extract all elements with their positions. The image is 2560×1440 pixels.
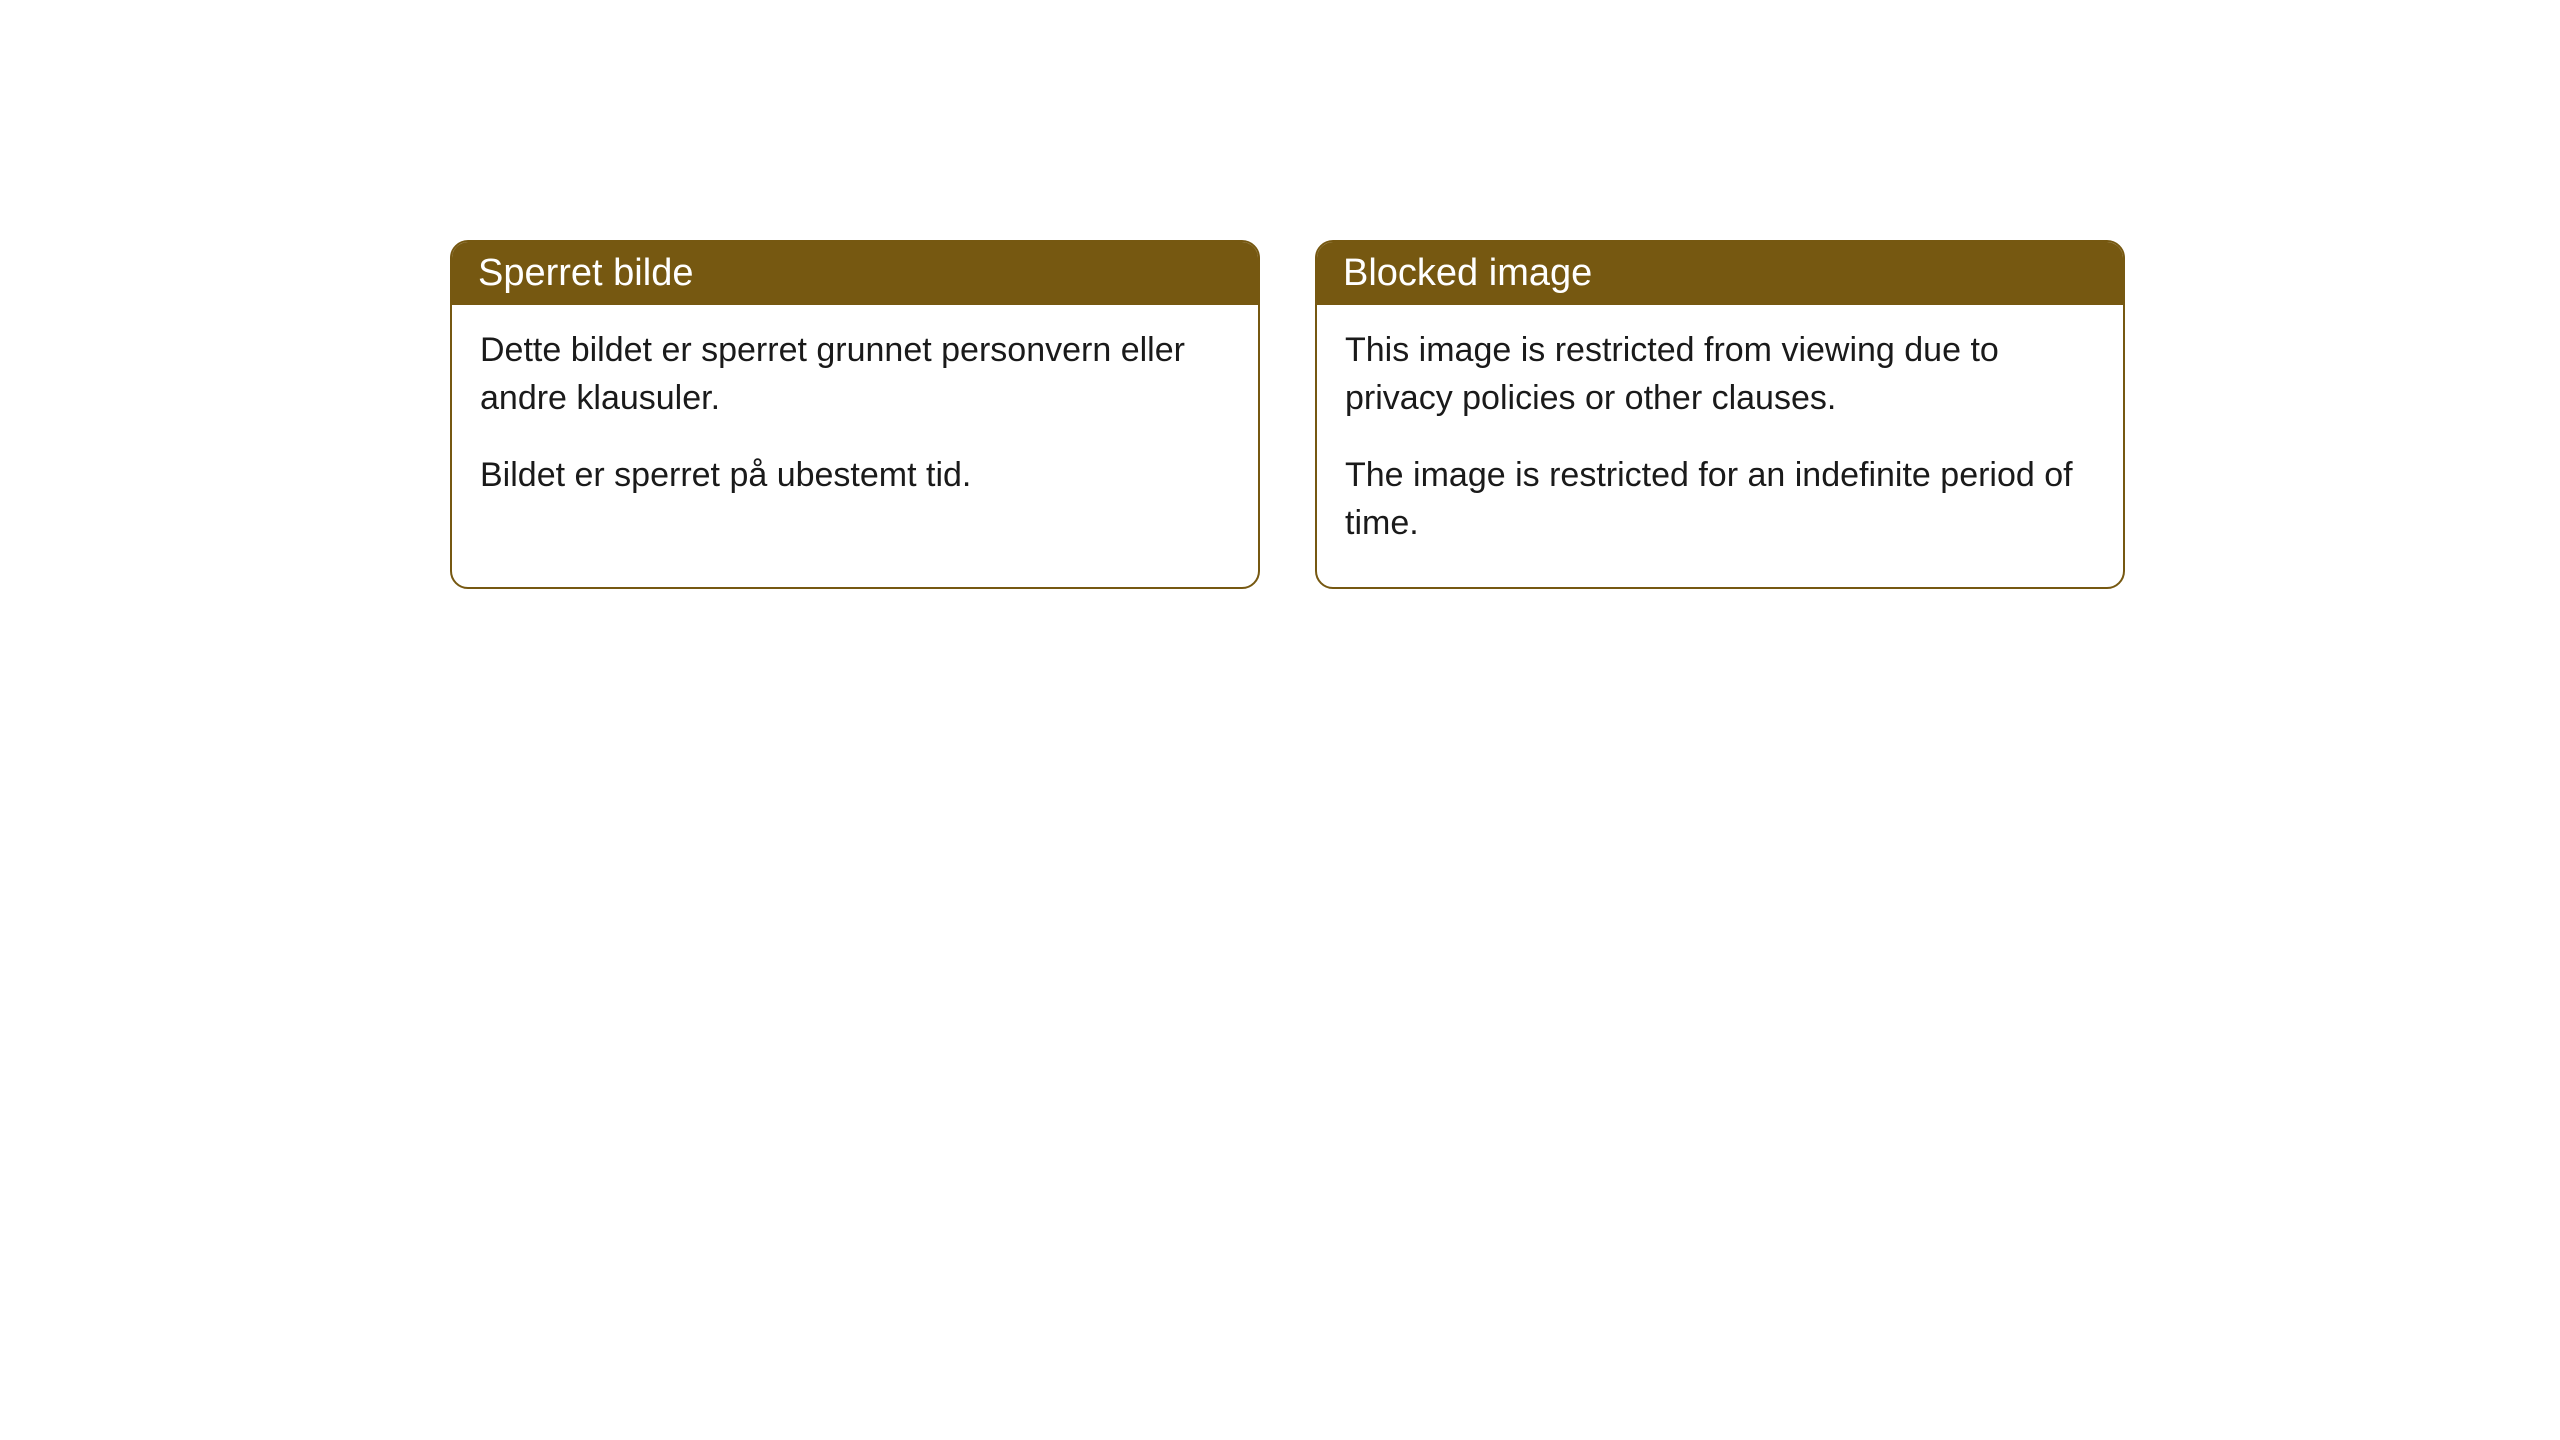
card-body-english: This image is restricted from viewing du… bbox=[1317, 305, 2123, 587]
card-paragraph1-english: This image is restricted from viewing du… bbox=[1345, 327, 2095, 422]
card-header-norwegian: Sperret bilde bbox=[452, 242, 1258, 305]
card-paragraph2-english: The image is restricted for an indefinit… bbox=[1345, 452, 2095, 547]
card-title-norwegian: Sperret bilde bbox=[478, 252, 693, 294]
card-paragraph1-norwegian: Dette bildet er sperret grunnet personve… bbox=[480, 327, 1230, 422]
card-body-norwegian: Dette bildet er sperret grunnet personve… bbox=[452, 305, 1258, 540]
card-paragraph2-norwegian: Bildet er sperret på ubestemt tid. bbox=[480, 452, 1230, 500]
card-title-english: Blocked image bbox=[1343, 252, 1592, 294]
notice-cards-container: Sperret bilde Dette bildet er sperret gr… bbox=[450, 240, 2125, 589]
blocked-image-card-norwegian: Sperret bilde Dette bildet er sperret gr… bbox=[450, 240, 1260, 589]
card-header-english: Blocked image bbox=[1317, 242, 2123, 305]
blocked-image-card-english: Blocked image This image is restricted f… bbox=[1315, 240, 2125, 589]
